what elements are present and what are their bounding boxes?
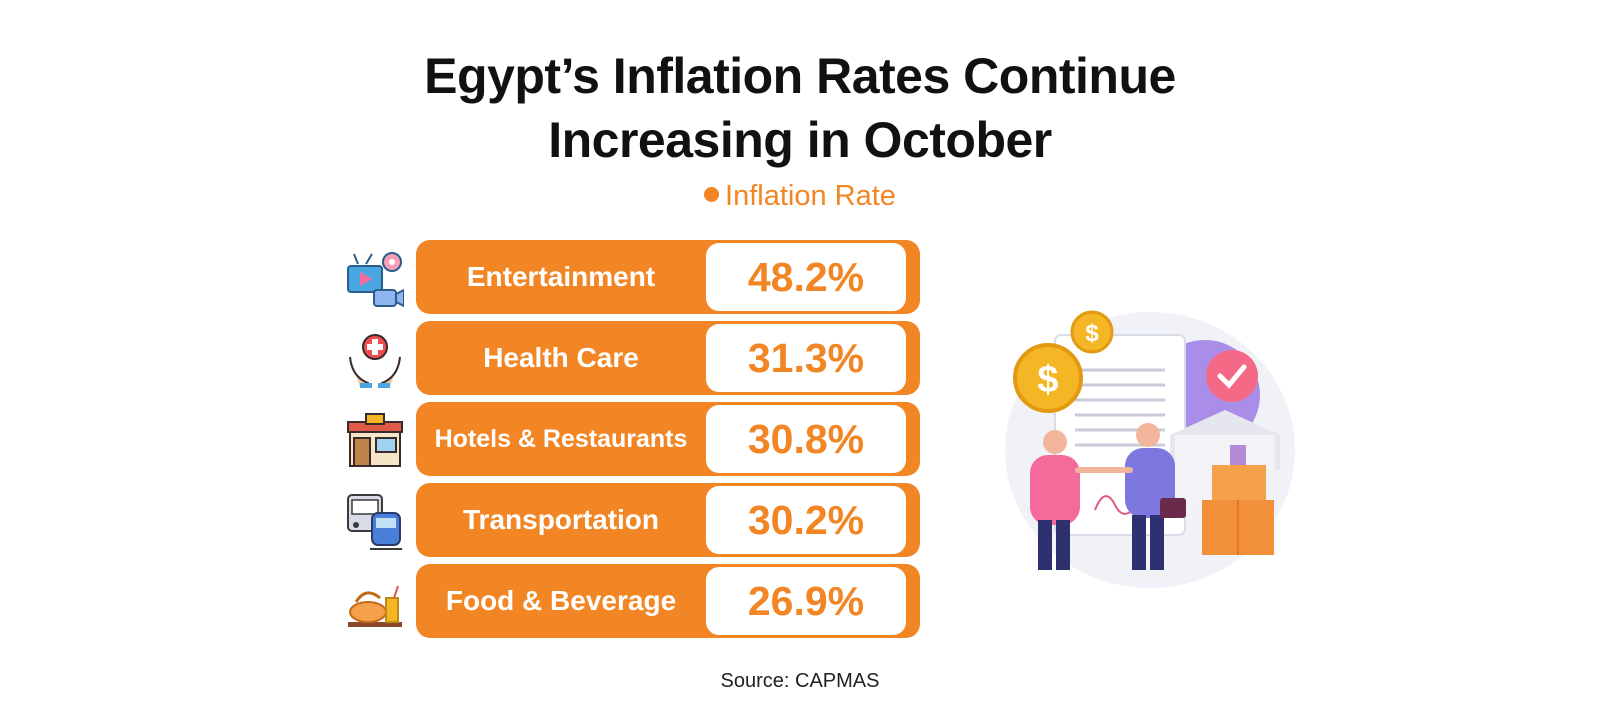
business-deal-handshake-illustration: $ $ (1005, 310, 1295, 588)
bar-category-label: Entertainment (466, 261, 656, 292)
bar-row: Transportation 30.2% (346, 483, 926, 558)
bar-value-label: 48.2% (706, 243, 906, 311)
food-drink-icon (348, 585, 402, 627)
bar-value-label: 30.2% (706, 486, 906, 554)
bar: Health Care 31.3% (416, 321, 920, 395)
svg-text:$: $ (1037, 359, 1058, 401)
bar-value-label: 30.8% (706, 405, 906, 473)
bar: Hotels & Restaurants 30.8% (416, 402, 920, 476)
bar-row: Entertainment 48.2% (346, 240, 926, 315)
legend-swatch (704, 187, 720, 202)
legend: Inflation Rate (0, 180, 1600, 213)
restaurant-storefront-icon (347, 413, 403, 467)
chart-title: Egypt’s Inflation Rates Continue Increas… (0, 44, 1600, 172)
chart-title-line-2: Increasing in October (548, 112, 1052, 168)
bar-row: Health Care 31.3% (346, 321, 926, 396)
bar-category-label: Hotels & Restaurants (434, 425, 688, 453)
source-note: Source: CAPMAS (720, 670, 880, 692)
bar-value-label: 26.9% (706, 567, 906, 635)
bar: Transportation 30.2% (416, 483, 920, 557)
legend-label: Inflation Rate (725, 180, 896, 212)
bar-value-label: 31.3% (706, 324, 906, 392)
bar-category-label: Health Care (483, 342, 639, 373)
bar: Entertainment 48.2% (416, 240, 920, 314)
chart-title-line-1: Egypt’s Inflation Rates Continue (424, 48, 1176, 104)
bus-train-icon (347, 494, 402, 550)
media-tv-icon (347, 252, 404, 308)
bar-row: Hotels & Restaurants 30.8% (346, 402, 926, 477)
bar-category-label: Transportation (462, 504, 659, 535)
health-care-hands-icon (349, 334, 401, 388)
svg-text:$: $ (1085, 320, 1099, 347)
bar-category-label: Food & Beverage (445, 585, 677, 616)
bar: Food & Beverage 26.9% (416, 564, 920, 638)
bar-row: Food & Beverage 26.9% (346, 564, 926, 639)
